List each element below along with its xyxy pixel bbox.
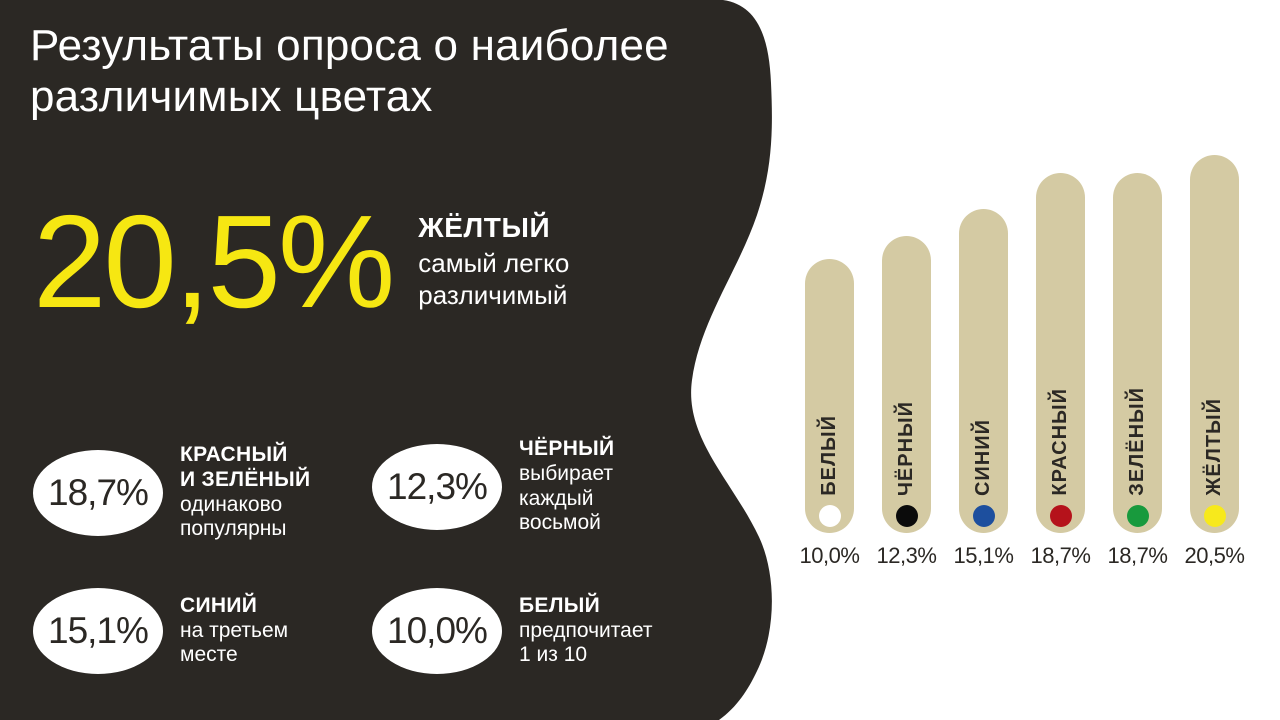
- stat-label-text: одинаково популярны: [180, 492, 287, 541]
- stat-label: БЕЛЫЙ предпочитает 1 из 10: [519, 594, 684, 668]
- slide-title: Результаты опроса о наиболее различимых …: [30, 21, 669, 122]
- dot-yellow: [1203, 505, 1226, 527]
- stat-label-text: на третьем месте: [180, 618, 289, 667]
- hero-color-name: ЖЁЛТЫЙ: [418, 212, 551, 244]
- bar-value-label: 15,1%: [953, 543, 1014, 568]
- stat-label: СИНИЙ на третьем месте: [180, 594, 345, 668]
- stat-bubble: 15,1%: [33, 588, 163, 674]
- dot-green: [1126, 505, 1149, 527]
- bar-value-label: 10,0%: [799, 543, 860, 568]
- bar-column-green: ЗЕЛЁНЫЙ 18,7%: [1099, 173, 1176, 567]
- stat-bubble: 18,7%: [33, 449, 163, 536]
- bar-value-label: 12,3%: [876, 543, 937, 568]
- bar-category-label: ЧЁРНЫЙ: [895, 400, 917, 496]
- stat-label-text: выбирает каждый восьмой: [519, 461, 613, 535]
- bar-category-label: ЗЕЛЁНЫЙ: [1126, 387, 1148, 496]
- stat-value: 15,1%: [48, 610, 149, 651]
- bar-category-label: СИНИЙ: [972, 418, 994, 496]
- bar-category-label: КРАСНЫЙ: [1049, 388, 1071, 496]
- bar-category-label: ЖЁЛТЫЙ: [1203, 398, 1225, 496]
- bar-value-label: 18,7%: [1030, 543, 1091, 568]
- dot-white: [818, 505, 841, 527]
- bar-pill: БЕЛЫЙ: [805, 259, 854, 533]
- stat-bubble: 10,0%: [372, 588, 502, 674]
- stat-label-bold: КРАСНЫЙ И ЗЕЛЁНЫЙ: [180, 443, 311, 491]
- stat-value: 18,7%: [48, 471, 149, 513]
- bar-pill: ЧЁРНЫЙ: [882, 236, 931, 533]
- bar-category-label: БЕЛЫЙ: [818, 415, 840, 496]
- stat-value: 10,0%: [387, 610, 488, 651]
- bar-value-label: 18,7%: [1107, 543, 1168, 568]
- hero-text: ЖЁЛТЫЙ самый легко различимый: [418, 212, 569, 311]
- stat-card-white: 10,0% БЕЛЫЙ предпочитает 1 из 10: [372, 588, 684, 674]
- stat-label: ЧЁРНЫЙ выбирает каждый восьмой: [519, 437, 684, 536]
- bar-column-blue: СИНИЙ 15,1%: [945, 209, 1022, 567]
- hero-stat: 20,5% ЖЁЛТЫЙ самый легко различимый: [33, 196, 569, 328]
- bar-pill: СИНИЙ: [959, 209, 1008, 533]
- bar-pill: ЖЁЛТЫЙ: [1190, 155, 1239, 533]
- bar-column-red: КРАСНЫЙ 18,7%: [1022, 173, 1099, 567]
- stat-card-black: 12,3% ЧЁРНЫЙ выбирает каждый восьмой: [372, 437, 684, 536]
- stat-label-bold: ЧЁРНЫЙ: [519, 437, 615, 460]
- stat-card-red-green: 18,7% КРАСНЫЙ И ЗЕЛЁНЫЙ одинаково популя…: [33, 443, 345, 542]
- dot-blue: [972, 505, 995, 527]
- stat-label-bold: БЕЛЫЙ: [519, 593, 600, 617]
- bar-column-black: ЧЁРНЫЙ 12,3%: [868, 236, 945, 567]
- bar-value-label: 20,5%: [1184, 543, 1245, 568]
- bar-pill: КРАСНЫЙ: [1036, 173, 1085, 533]
- bar-column-white: БЕЛЫЙ 10,0%: [791, 259, 868, 567]
- stat-bubble: 12,3%: [372, 443, 502, 530]
- dot-red: [1049, 505, 1072, 527]
- stat-label: КРАСНЫЙ И ЗЕЛЁНЫЙ одинаково популярны: [180, 443, 345, 542]
- dot-black: [895, 505, 918, 527]
- stat-label-text: предпочитает 1 из 10: [519, 618, 653, 667]
- stat-label-bold: СИНИЙ: [180, 593, 258, 617]
- hero-description: самый легко различимый: [418, 248, 570, 310]
- stat-value: 12,3%: [387, 465, 488, 507]
- dark-panel-path: [0, 0, 772, 720]
- bar-column-yellow: ЖЁЛТЫЙ 20,5%: [1176, 155, 1253, 567]
- hero-value: 20,5%: [33, 188, 395, 335]
- bar-pill: ЗЕЛЁНЫЙ: [1113, 173, 1162, 533]
- bar-chart: БЕЛЫЙ 10,0% ЧЁРНЫЙ 12,3% СИНИЙ 15,1% КРА…: [791, 155, 1253, 567]
- stat-card-blue: 15,1% СИНИЙ на третьем месте: [33, 588, 345, 674]
